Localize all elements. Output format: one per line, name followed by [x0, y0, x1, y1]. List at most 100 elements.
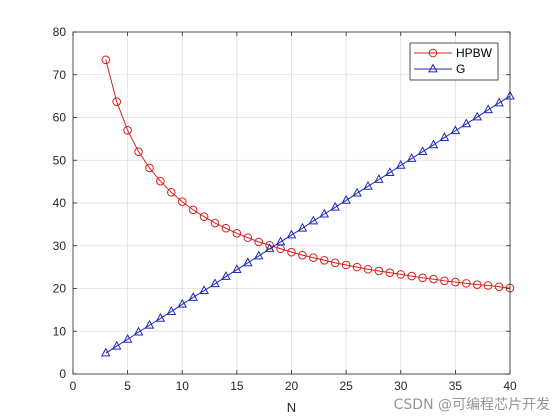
legend-label: G	[456, 62, 465, 76]
data-point-g	[286, 229, 297, 239]
data-point-hpbw	[156, 176, 165, 186]
y-tick-label: 60	[53, 111, 67, 125]
x-tick-label: 20	[285, 379, 299, 393]
data-point-g	[363, 180, 373, 190]
x-tick-label: 35	[449, 379, 463, 393]
series-hpbw	[101, 55, 515, 293]
data-point-g	[406, 153, 417, 162]
data-point-g	[199, 285, 209, 294]
y-tick-label: 40	[53, 196, 67, 210]
y-tick-label: 70	[53, 68, 67, 82]
data-point-g	[133, 326, 144, 336]
data-point-g	[374, 174, 384, 183]
data-point-g	[341, 194, 351, 204]
y-tick-label: 10	[53, 324, 67, 338]
data-point-hpbw	[374, 266, 384, 276]
x-tick-label: 10	[176, 379, 190, 393]
grid-lines	[73, 32, 510, 374]
y-tick-label: 50	[53, 153, 67, 167]
plot-series	[100, 55, 515, 357]
y-tick-label: 20	[53, 282, 67, 296]
series-g	[100, 90, 515, 357]
data-point-hpbw	[134, 147, 143, 156]
data-point-hpbw	[363, 264, 373, 274]
data-point-hpbw	[440, 276, 449, 286]
legend: HPBW G	[409, 42, 499, 81]
data-point-hpbw	[418, 273, 427, 283]
data-point-hpbw	[101, 55, 111, 65]
data-point-hpbw	[309, 253, 318, 263]
x-tick-label: 25	[339, 379, 353, 393]
data-point-g	[308, 215, 319, 225]
data-point-g	[417, 146, 428, 156]
data-point-hpbw	[243, 233, 253, 242]
y-tick-label: 0	[59, 367, 66, 381]
data-point-g	[483, 104, 493, 114]
data-point-g	[472, 111, 483, 121]
data-point-hpbw	[232, 229, 242, 238]
data-point-hpbw	[254, 237, 264, 247]
data-point-hpbw	[407, 271, 416, 281]
data-point-g	[461, 118, 472, 128]
data-point-hpbw	[199, 212, 209, 221]
y-tick-label: 30	[53, 239, 67, 253]
data-point-g	[385, 167, 395, 177]
data-point-g	[264, 243, 275, 253]
data-point-hpbw	[188, 205, 198, 215]
data-point-hpbw	[145, 163, 154, 173]
data-point-g	[221, 271, 231, 280]
y-tick-label: 80	[53, 25, 67, 39]
data-point-hpbw	[341, 260, 351, 270]
data-point-g	[253, 250, 264, 260]
x-tick-label: 40	[503, 379, 517, 393]
series-line-hpbw	[105, 59, 511, 289]
data-point-g	[395, 159, 406, 169]
x-tick-label: 15	[230, 379, 244, 393]
data-point-g	[242, 257, 253, 267]
data-point-g	[210, 278, 220, 288]
data-point-hpbw	[167, 188, 176, 197]
x-tick-label: 0	[70, 379, 77, 393]
data-point-g	[100, 347, 111, 357]
data-point-hpbw	[221, 223, 231, 233]
x-tick-label: 30	[394, 379, 408, 393]
data-point-g	[166, 306, 177, 315]
data-point-hpbw	[112, 97, 121, 106]
data-point-g	[450, 125, 461, 135]
data-point-hpbw	[472, 280, 482, 289]
x-axis-label: N	[287, 400, 296, 415]
data-point-hpbw	[429, 274, 438, 284]
data-point-g	[232, 264, 242, 274]
data-point-hpbw	[287, 247, 296, 257]
x-tick-label: 5	[124, 379, 131, 393]
legend-item-hpbw: HPBW	[414, 46, 493, 60]
data-point-hpbw	[451, 277, 460, 287]
data-point-g	[188, 292, 198, 301]
data-point-g	[122, 333, 133, 343]
data-point-g	[494, 97, 504, 107]
data-point-g	[144, 319, 155, 329]
data-point-g	[352, 187, 362, 197]
data-point-hpbw	[483, 281, 493, 290]
data-point-g	[428, 139, 439, 149]
legend-label: HPBW	[456, 46, 493, 60]
data-point-hpbw	[319, 255, 329, 265]
data-point-g	[319, 208, 330, 218]
legend-item-g: G	[414, 62, 465, 76]
data-point-hpbw	[352, 262, 362, 272]
data-point-g	[155, 312, 166, 322]
data-point-hpbw	[396, 270, 406, 279]
data-point-hpbw	[123, 126, 132, 135]
data-point-hpbw	[462, 279, 471, 288]
data-point-hpbw	[330, 258, 340, 268]
data-point-hpbw	[177, 197, 187, 207]
data-point-g	[297, 222, 308, 232]
data-point-g	[111, 340, 122, 350]
data-point-g	[177, 298, 188, 308]
watermark: CSDN @可编程芯片开发	[393, 397, 550, 413]
legend-marker	[428, 63, 438, 73]
data-point-g	[275, 236, 286, 246]
data-point-hpbw	[494, 282, 504, 292]
data-point-hpbw	[210, 218, 220, 228]
